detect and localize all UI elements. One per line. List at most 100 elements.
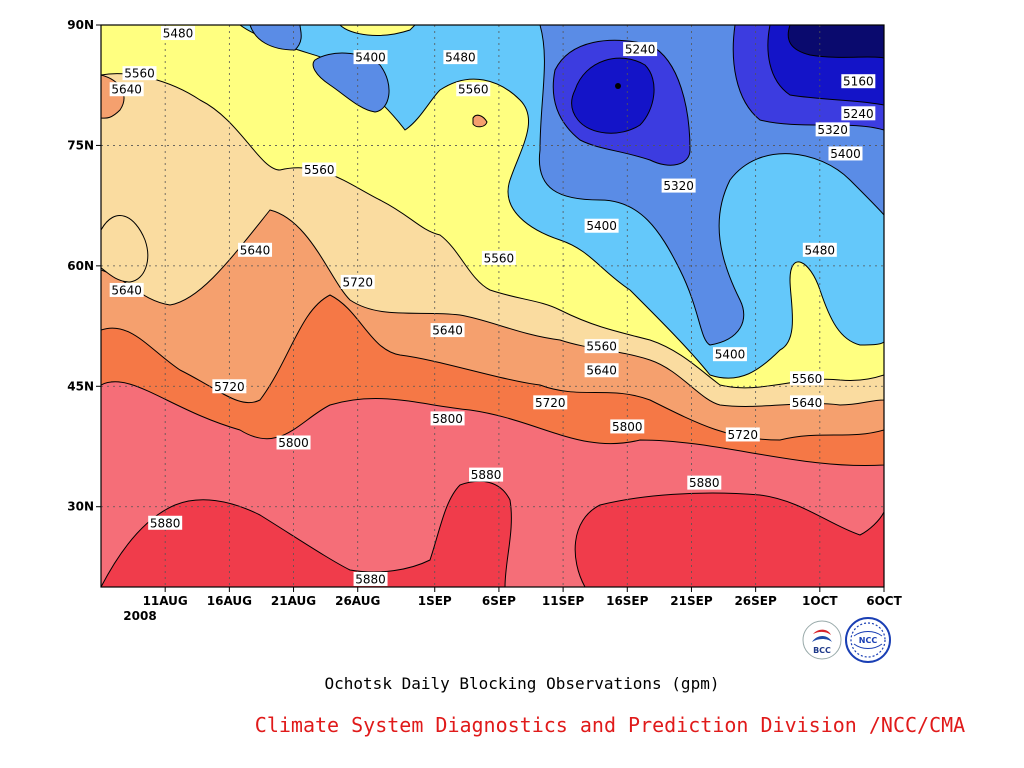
contour-label-text: 5800 xyxy=(432,412,463,426)
contour-label-box xyxy=(610,419,645,434)
band-5480-top xyxy=(339,25,416,36)
contour-label-box xyxy=(815,122,850,137)
contour-label-box xyxy=(533,395,568,410)
contour-label-box xyxy=(353,571,388,586)
plot-area xyxy=(101,25,884,587)
contour-label-box xyxy=(109,282,144,297)
y-tick-label: 90N xyxy=(67,18,94,32)
contour-label-box xyxy=(340,274,375,289)
x-axis: 11AUG 16AUG 21AUG 26AUG 1SEP 6SEP 11SEP 16SEP 21… xyxy=(143,587,903,608)
contour-label-text: 5880 xyxy=(471,468,502,482)
contour-label-text: 5880 xyxy=(355,572,386,586)
contour-label: 5240 xyxy=(623,42,658,57)
contour-label: 5880 xyxy=(687,475,722,490)
contour-label: 5560 xyxy=(122,66,157,81)
contour-label-text: 5160 xyxy=(843,75,874,89)
contour-label-text: 5400 xyxy=(355,51,386,65)
contour-label-text: 5800 xyxy=(612,420,643,434)
contour-label-box xyxy=(687,475,722,490)
ncc-logo: NCC xyxy=(845,617,891,663)
contour-label-box xyxy=(725,427,760,442)
band-5640-pocket2 xyxy=(472,114,488,128)
contour-label: 5560 xyxy=(584,339,619,354)
contour-label-text: 5720 xyxy=(342,275,373,289)
credit-line: Climate System Diagnostics and Predictio… xyxy=(255,713,965,737)
contour-label-text: 5560 xyxy=(304,163,335,177)
x-tick-label: 1SEP xyxy=(418,594,452,608)
contour-label-box xyxy=(623,42,658,57)
contour-label-box xyxy=(109,82,144,97)
contour-label-text: 5240 xyxy=(625,43,656,57)
contour-label-box xyxy=(841,74,876,89)
x-tick-label: 1OCT xyxy=(802,594,838,608)
y-tick-label: 30N xyxy=(67,500,94,514)
band-lt5160 xyxy=(787,25,884,59)
contour-label-box xyxy=(828,146,863,161)
contour-label-box xyxy=(789,371,824,386)
contour-labels: 5480 5400 5480 5240 5560 5560 5160 5640 5240 5320… xyxy=(109,26,876,586)
x-tick-label: 16AUG xyxy=(207,594,252,608)
contour-label-box xyxy=(148,515,183,530)
contour-label-text: 5240 xyxy=(843,107,874,121)
contour-label: 5720 xyxy=(533,395,568,410)
plot-frame xyxy=(100,24,885,588)
contour-label: 5560 xyxy=(302,162,337,177)
band-5880-b xyxy=(574,492,884,587)
contour-label: 5640 xyxy=(109,282,144,297)
ncc-logo-text: NCC xyxy=(859,636,878,645)
contour-label: 5720 xyxy=(340,274,375,289)
contour-label: 5640 xyxy=(584,363,619,378)
y-tick-label: 60N xyxy=(67,259,94,273)
contour-label: 5640 xyxy=(430,323,465,338)
bcc-logo: BCC xyxy=(802,620,842,660)
contour-label: 5160 xyxy=(841,74,876,89)
contour-label-box xyxy=(443,50,478,65)
x-tick-label: 6SEP xyxy=(482,594,516,608)
band-5560-pocket xyxy=(101,215,149,283)
contour-label: 5400 xyxy=(353,50,388,65)
contour-label: 5480 xyxy=(161,26,196,41)
contour-label: 5320 xyxy=(661,178,696,193)
contour-label-text: 5560 xyxy=(586,340,617,354)
contour-label: 5400 xyxy=(712,347,747,362)
band-5320-pocket xyxy=(249,25,302,51)
contour-label-box xyxy=(456,82,491,97)
contour-label-text: 5320 xyxy=(663,179,694,193)
chart-title: Ochotsk Daily Blocking Observations (gpm… xyxy=(325,674,720,693)
contour-label-box xyxy=(802,242,837,257)
contour-label-text: 5560 xyxy=(792,372,823,386)
contour-label-text: 5720 xyxy=(214,380,245,394)
contour-label: 5800 xyxy=(430,411,465,426)
contour-label: 5720 xyxy=(725,427,760,442)
contour-label-text: 5480 xyxy=(805,243,836,257)
contour-label: 5560 xyxy=(789,371,824,386)
x-tick-label: 16SEP xyxy=(606,594,649,608)
contour-label-text: 5640 xyxy=(432,324,463,338)
contour-label-box xyxy=(122,66,157,81)
center-dot xyxy=(615,83,621,89)
x-tick-label: 26SEP xyxy=(734,594,777,608)
contour-label-text: 5880 xyxy=(689,476,720,490)
x-axis-year-label: 2008 xyxy=(123,609,156,623)
contour-label-text: 5720 xyxy=(535,396,566,410)
contour-label-box xyxy=(238,242,273,257)
contour-label-text: 5640 xyxy=(111,283,142,297)
contour-label-text: 5640 xyxy=(586,364,617,378)
contour-label-box xyxy=(302,162,337,177)
contour-label-text: 5560 xyxy=(124,67,155,81)
contour-label: 5640 xyxy=(789,395,824,410)
y-tick-label: 45N xyxy=(67,379,94,393)
contour-label: 5640 xyxy=(238,242,273,257)
contour-label-box xyxy=(789,395,824,410)
y-tick-label: 75N xyxy=(67,138,94,152)
contour-label: 5880 xyxy=(469,467,504,482)
contour-label-box xyxy=(430,411,465,426)
contour-label-text: 5880 xyxy=(150,516,181,530)
contour-label: 5880 xyxy=(148,515,183,530)
contour-label-box xyxy=(841,106,876,121)
contour-label-text: 5560 xyxy=(484,251,515,265)
contour-label-text: 5640 xyxy=(111,83,142,97)
band-5880-a xyxy=(101,480,512,587)
contour-label: 5640 xyxy=(109,82,144,97)
